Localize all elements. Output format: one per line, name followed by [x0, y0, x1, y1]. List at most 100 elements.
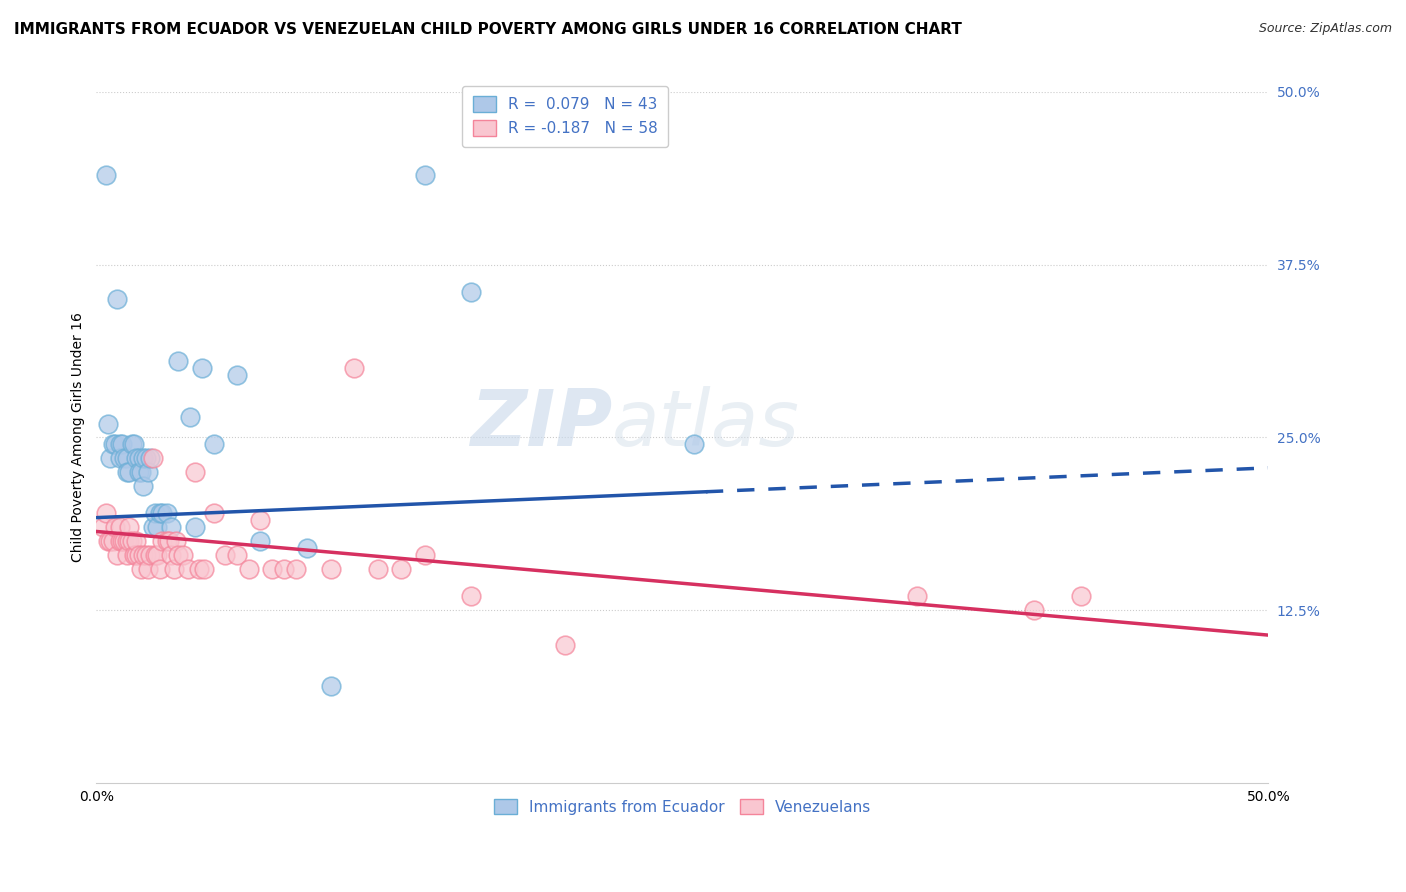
Point [184, 520, 207, 534]
Point [114, 451, 136, 466]
Point [118, 534, 141, 549]
Text: Source: ZipAtlas.com: Source: ZipAtlas.com [1258, 22, 1392, 36]
Point [122, 548, 145, 562]
Point [108, 451, 131, 466]
Point [114, 534, 136, 549]
Point [118, 520, 141, 534]
Point [184, 465, 207, 479]
Point [143, 548, 166, 562]
Point [319, 679, 342, 693]
Point [262, 562, 284, 576]
Point [135, 548, 157, 562]
Point [101, 437, 124, 451]
Point [273, 562, 295, 576]
Point [343, 361, 366, 376]
Text: atlas: atlas [612, 385, 800, 462]
Text: IMMIGRANTS FROM ECUADOR VS VENEZUELAN CHILD POVERTY AMONG GIRLS UNDER 16 CORRELA: IMMIGRANTS FROM ECUADOR VS VENEZUELAN CH… [14, 22, 962, 37]
Point [97, 534, 120, 549]
Point [107, 548, 129, 562]
Point [389, 562, 412, 576]
Point [160, 520, 183, 534]
Point [163, 562, 186, 576]
Point [125, 534, 148, 549]
Point [167, 548, 190, 562]
Point [177, 562, 200, 576]
Point [413, 168, 436, 182]
Point [367, 562, 389, 576]
Point [160, 548, 183, 562]
Point [1022, 603, 1045, 617]
Point [108, 520, 131, 534]
Point [191, 361, 214, 376]
Point [122, 437, 145, 451]
Point [121, 534, 143, 549]
Text: ZIP: ZIP [470, 385, 612, 462]
Point [157, 534, 180, 549]
Point [202, 507, 225, 521]
Point [132, 451, 155, 466]
Point [460, 285, 482, 300]
Point [118, 465, 141, 479]
Point [129, 562, 152, 576]
Point [238, 562, 260, 576]
Point [165, 534, 187, 549]
Point [142, 451, 165, 466]
Point [100, 451, 122, 466]
Point [132, 479, 155, 493]
Point [179, 409, 201, 424]
Y-axis label: Child Poverty Among Girls Under 16: Child Poverty Among Girls Under 16 [72, 312, 86, 562]
Point [101, 534, 124, 549]
Point [111, 437, 134, 451]
Point [214, 548, 236, 562]
Point [249, 513, 271, 527]
Point [460, 590, 482, 604]
Point [128, 451, 150, 466]
Point [136, 465, 159, 479]
Point [142, 520, 165, 534]
Point [193, 562, 215, 576]
Point [111, 534, 134, 549]
Point [139, 548, 162, 562]
Point [143, 507, 166, 521]
Point [125, 451, 148, 466]
Point [683, 437, 706, 451]
Point [284, 562, 307, 576]
Point [107, 292, 129, 306]
Point [104, 520, 127, 534]
Point [132, 548, 155, 562]
Point [128, 548, 150, 562]
Point [156, 534, 179, 549]
Point [150, 507, 173, 521]
Point [167, 354, 190, 368]
Point [149, 507, 172, 521]
Point [226, 548, 249, 562]
Point [115, 548, 138, 562]
Point [108, 534, 131, 549]
Point [172, 548, 194, 562]
Point [146, 548, 169, 562]
Point [146, 520, 169, 534]
Point [905, 590, 928, 604]
Point [136, 562, 159, 576]
Point [115, 465, 138, 479]
Point [1070, 590, 1092, 604]
Point [128, 465, 150, 479]
Point [319, 562, 342, 576]
Point [150, 534, 173, 549]
Point [93, 520, 115, 534]
Point [202, 437, 225, 451]
Point [125, 548, 148, 562]
Point [135, 451, 157, 466]
Point [121, 437, 143, 451]
Point [188, 562, 211, 576]
Point [100, 534, 122, 549]
Point [156, 507, 179, 521]
Point [139, 451, 162, 466]
Point [94, 168, 117, 182]
Point [129, 465, 152, 479]
Point [226, 368, 249, 383]
Point [149, 562, 172, 576]
Point [249, 534, 271, 549]
Legend: Immigrants from Ecuador, Venezuelans: Immigrants from Ecuador, Venezuelans [485, 789, 880, 824]
Point [115, 451, 138, 466]
